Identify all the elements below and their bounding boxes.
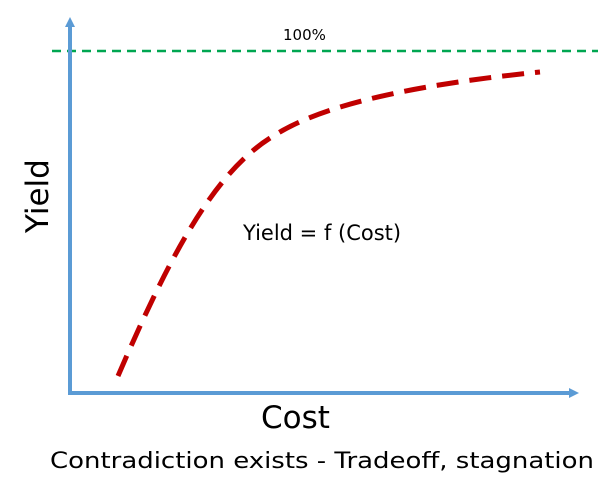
equation-label: Yield = f (Cost): [242, 221, 401, 245]
x-axis-label: Cost: [261, 400, 330, 436]
hundred-percent-label: 100%: [283, 26, 326, 44]
y-axis-label: Yield: [20, 159, 56, 234]
caption-text: Contradiction exists - Tradeoff, stagnat…: [50, 449, 594, 474]
yield-curve: [115, 69, 541, 377]
